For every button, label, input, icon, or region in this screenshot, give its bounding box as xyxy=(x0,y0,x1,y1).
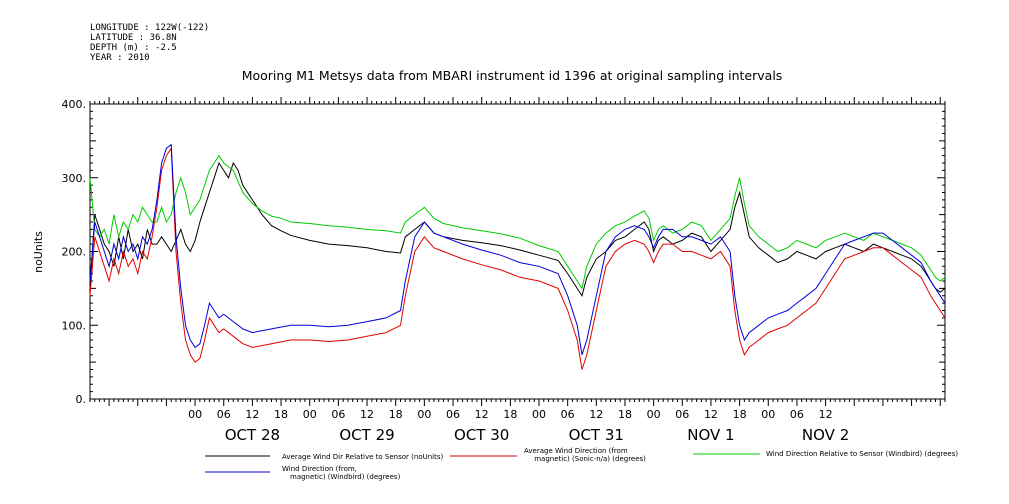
y-tick-label: 300. xyxy=(62,172,87,185)
x-tick-label: 00 xyxy=(532,408,546,421)
plot-border xyxy=(89,103,946,400)
x-tick-label: 18 xyxy=(274,408,288,421)
latitude-text: LATITUDE : 36.8N xyxy=(90,33,177,43)
x-tick-label: 12 xyxy=(475,408,489,421)
x-tick-label: 06 xyxy=(331,408,345,421)
series-line-3 xyxy=(89,143,946,355)
series-lines xyxy=(89,143,946,370)
x-tick-label: 00 xyxy=(417,408,431,421)
x-day-label: OCT 30 xyxy=(454,426,509,444)
series-line-2 xyxy=(89,154,946,290)
legend-label-1: Average Wind Direction (from magnetic) (… xyxy=(524,447,646,463)
plot-frame xyxy=(89,103,946,400)
x-tick-label: 12 xyxy=(245,408,259,421)
series-line-1 xyxy=(89,146,946,370)
x-tick-label: 00 xyxy=(761,408,775,421)
longitude-text: LONGITUDE : 122W(-122) xyxy=(90,23,209,33)
x-tick-label: 18 xyxy=(618,408,632,421)
x-tick-label: 12 xyxy=(819,408,833,421)
x-tick-label: 06 xyxy=(790,408,804,421)
depth-text: DEPTH (m) : -2.5 xyxy=(90,43,177,53)
legend-label-0: Average Wind Dir Relative to Sensor (noU… xyxy=(282,453,443,461)
x-tick-label: 00 xyxy=(188,408,202,421)
legend-label-3: Wind Direction (from, magnetic) (Windbird… xyxy=(282,465,401,481)
legend-label-2: Wind Direction Relative to Sensor (Windb… xyxy=(766,450,958,458)
x-tick-label: 12 xyxy=(704,408,718,421)
y-tick-label: 100. xyxy=(62,319,87,332)
y-tick-label: 0. xyxy=(76,393,87,406)
y-axis-label: noUnits xyxy=(32,231,45,273)
x-tick-label: 00 xyxy=(303,408,317,421)
x-tick-label: 18 xyxy=(503,408,517,421)
x-day-label: OCT 29 xyxy=(339,426,394,444)
x-day-label: NOV 2 xyxy=(802,426,849,444)
year-text: YEAR : 2010 xyxy=(90,53,150,63)
x-tick-label: 06 xyxy=(446,408,460,421)
x-tick-label: 06 xyxy=(561,408,575,421)
series-line-0 xyxy=(89,161,946,298)
legend: Average Wind Dir Relative to Sensor (noU… xyxy=(205,447,958,481)
x-day-label: NOV 1 xyxy=(687,426,734,444)
x-tick-label: 18 xyxy=(389,408,403,421)
x-tick-label: 12 xyxy=(589,408,603,421)
y-tick-label: 200. xyxy=(62,246,87,259)
x-day-label: OCT 28 xyxy=(225,426,280,444)
x-day-label: OCT 31 xyxy=(569,426,624,444)
x-tick-label: 00 xyxy=(647,408,661,421)
x-tick-label: 06 xyxy=(675,408,689,421)
x-tick-label: 06 xyxy=(217,408,231,421)
y-axis: 0. 100. 200. 300. 400. xyxy=(62,98,945,406)
y-tick-label: 400. xyxy=(62,98,87,111)
x-tick-label: 12 xyxy=(360,408,374,421)
x-axis: 00 06 12 18 00 06 12 18 00 06 12 18 00 06 12 18 00 06 12 18… xyxy=(89,97,946,444)
metadata-block: LONGITUDE : 122W(-122) LATITUDE : 36.8N … xyxy=(90,23,209,63)
x-tick-label: 18 xyxy=(733,408,747,421)
chart-title: Mooring M1 Metsys data from MBARI instru… xyxy=(242,68,783,83)
